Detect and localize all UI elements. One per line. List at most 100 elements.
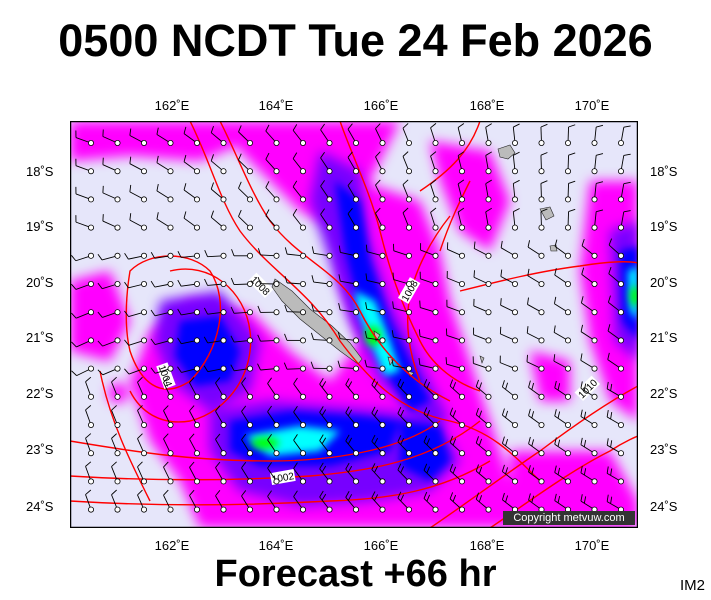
wind-barb-feather [557,467,561,475]
lon-label-bottom-162: 162˚E [154,538,190,553]
wind-barb-station [246,365,253,372]
wind-barb-feather [321,437,327,444]
wind-barb-feather [426,494,431,502]
map-frame [70,121,638,528]
wind-barb-feather [402,123,409,129]
wind-barb-feather [501,492,505,500]
wind-barb-station [194,421,201,428]
wind-barb-station [379,196,386,203]
wind-barb-feather [321,409,327,416]
wind-barb-station [326,224,333,231]
wind-barb-feather [568,208,576,213]
wind-barb-station [141,393,148,400]
wind-barb-station [246,196,253,203]
wind-barb-station [299,309,306,316]
wind-barb-station [326,337,333,344]
lon-label-top-164: 164˚E [258,98,294,113]
wind-barb-feather [241,377,247,384]
lat-label-right-18: 18˚S [650,164,678,179]
wind-barb-station [299,506,306,513]
wind-barb-station [432,139,439,146]
wind-barb-feather [319,490,324,498]
lat-label-left-24: 24˚S [26,499,54,514]
wind-barb-station [432,168,439,175]
wind-barb-feather [485,207,492,213]
wind-barb-feather [553,325,556,333]
wind-barb-feather [623,181,631,185]
wind-barb-station [326,168,333,175]
wind-barb-station [114,224,121,231]
wind-barb-station [114,168,121,175]
wind-barb-station [299,139,306,146]
wind-barb-feather [183,183,187,191]
wind-barb-feather [257,334,261,342]
wind-barb-feather [137,461,143,468]
wind-barb-feather [284,333,288,341]
wind-barb-station [220,506,227,513]
wind-barb-feather [452,494,457,502]
wind-barb-station [141,224,148,231]
wind-barb-feather [423,435,428,443]
wind-barb-feather [423,379,428,386]
wind-barb-station [564,252,571,259]
wind-barb-feather [607,324,611,332]
wind-barb-feather [345,434,350,442]
wind-barb-feather [528,465,531,473]
wind-barb-feather [311,246,315,254]
wind-barb-feather [557,383,561,391]
wind-barb-feather [449,379,454,387]
wind-barb-feather [423,491,428,499]
wind-barb-station [591,139,598,146]
wind-barb-feather [210,182,214,190]
wind-barb-feather [365,273,368,281]
wind-barb-feather [85,489,92,495]
wind-barb-station [167,139,174,146]
wind-barb-feather [554,380,557,388]
wind-barb-station [405,196,412,203]
wind-barb-feather [124,339,130,346]
wind-barb-feather [311,275,315,283]
wind-barb-station [167,506,174,513]
wind-barb-station [220,393,227,400]
wind-barb-station [564,139,571,146]
wind-barb-feather [319,377,324,385]
wind-barb-feather [610,468,613,476]
wind-barb-feather [501,380,505,388]
wind-barb-station [485,393,492,400]
wind-barb-station [273,280,280,287]
wind-barb-feather [478,438,483,446]
lon-label-bottom-170: 170˚E [574,538,610,553]
wind-barb-feather [189,461,195,468]
wind-barb-feather [347,179,353,186]
wind-barb-feather [606,494,609,502]
wind-barb-feather [283,362,288,370]
wind-barb-station [591,196,598,203]
wind-barb-station [352,280,359,287]
wind-barb-feather [623,210,631,213]
wind-barb-feather [418,358,421,366]
wind-barb-station [87,196,94,203]
wind-barb-feather [478,410,483,418]
wind-barb-station [618,280,625,287]
wind-barb-feather [580,296,584,304]
lat-label-left-20: 20˚S [26,275,54,290]
wind-barb-feather [610,496,613,504]
wind-barb-station [485,252,492,259]
wind-barb-feather [400,494,405,502]
wind-barb-feather [320,208,325,215]
wind-barb-station [405,337,412,344]
wind-barb-feather [267,433,272,441]
wind-barb-station [194,168,201,175]
forecast-label: Forecast +66 hr [214,553,497,595]
wind-barb-station [194,280,201,287]
wind-barb-feather [257,248,261,256]
wind-barb-station [220,309,227,316]
wind-barb-feather [402,179,409,185]
wind-barb-feather [345,378,350,385]
wind-barb-station [87,450,94,457]
wind-barb-station [141,280,148,287]
wind-barb-feather [320,180,325,187]
wind-barb-station [564,224,571,231]
wind-barb-station [299,196,306,203]
wind-barb-station [273,450,280,457]
